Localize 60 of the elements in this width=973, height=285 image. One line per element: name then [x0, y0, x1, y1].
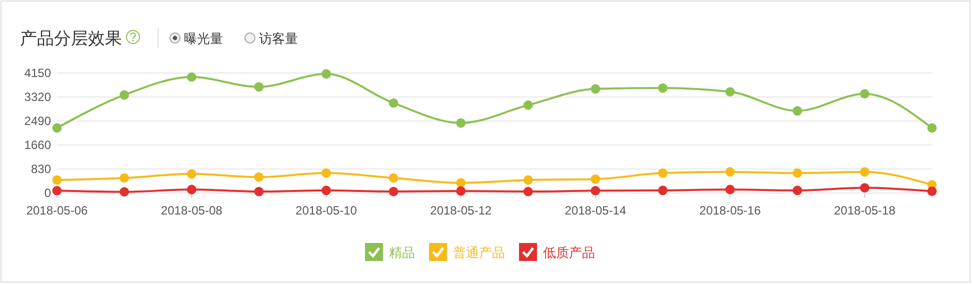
- point: [388, 186, 398, 196]
- point: [725, 87, 735, 97]
- point: [388, 173, 398, 183]
- point: [792, 168, 802, 178]
- point: [792, 106, 802, 116]
- point: [456, 186, 466, 196]
- point: [927, 186, 937, 196]
- point: [322, 69, 331, 79]
- x-tick-label: 2018-05-16: [699, 204, 762, 218]
- y-tick-label: 0: [44, 186, 52, 200]
- point: [590, 174, 600, 184]
- point: [658, 83, 668, 93]
- point: [52, 123, 62, 133]
- point: [658, 168, 668, 178]
- point: [254, 82, 264, 92]
- point: [120, 187, 130, 197]
- point: [186, 169, 196, 179]
- x-tick-label: 2018-05-18: [834, 204, 896, 218]
- point: [725, 167, 735, 177]
- point: [792, 186, 802, 196]
- point: [186, 72, 196, 82]
- point: [52, 186, 62, 196]
- point: [52, 175, 62, 185]
- point: [927, 123, 937, 133]
- point: [523, 100, 533, 110]
- point: [254, 172, 264, 182]
- point: [860, 183, 870, 193]
- point: [322, 168, 331, 178]
- y-tick-label: 1660: [24, 138, 52, 152]
- point: [388, 98, 398, 108]
- point: [456, 118, 466, 128]
- text: 曝光量: [184, 32, 223, 47]
- point: [590, 186, 600, 196]
- text: 访客量: [259, 31, 298, 47]
- point: [456, 178, 466, 188]
- point: [860, 167, 870, 177]
- y-tick-label: 4150: [24, 66, 52, 80]
- point: [860, 89, 870, 99]
- point: [658, 186, 668, 196]
- x-tick-label: 2018-05-08: [160, 204, 223, 218]
- x-tick-label: 2018-05-06: [26, 204, 88, 218]
- legend-label: 精品: [389, 246, 415, 261]
- x-tick-label: 2018-05-14: [564, 204, 626, 218]
- y-tick-label: 2490: [24, 114, 52, 128]
- y-tick-label: 3320: [24, 90, 52, 104]
- chart-title: 产品分层效果: [20, 29, 122, 49]
- point: [725, 184, 735, 194]
- legend-label: 普通产品: [453, 245, 505, 261]
- point: [120, 90, 130, 100]
- y-tick-label: 830: [30, 162, 52, 176]
- x-tick-label: 2018-05-12: [430, 204, 492, 218]
- x-tick-label: 2018-05-10: [296, 204, 358, 218]
- point: [523, 175, 533, 185]
- point: [186, 184, 196, 194]
- legend-label: 低质产品: [543, 246, 595, 261]
- point: [120, 173, 130, 183]
- point: [523, 186, 533, 196]
- point: [254, 186, 264, 196]
- point: [322, 186, 331, 196]
- point: [590, 84, 600, 94]
